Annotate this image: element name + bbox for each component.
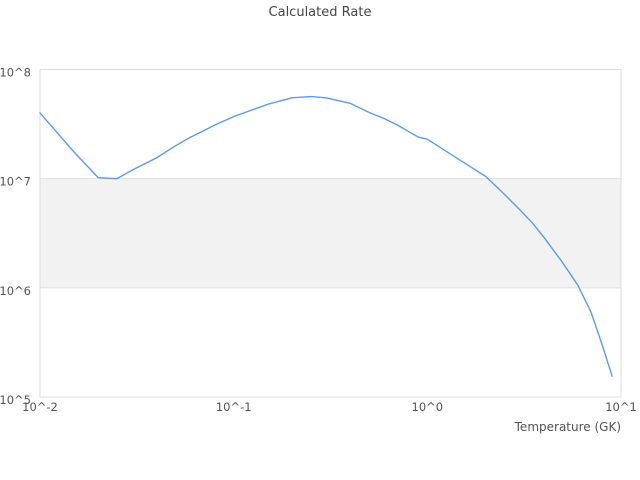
y-tick-label: 10^5 <box>0 393 31 407</box>
x-tick-label: 10^0 <box>412 400 444 414</box>
y-tick-labels: 10^5 10^6 10^7 10^8 <box>0 66 31 408</box>
chart-title: Calculated Rate <box>269 5 372 20</box>
rate-line <box>39 95 613 377</box>
y-tick-label: 10^6 <box>0 284 31 298</box>
y-tick-label: 10^8 <box>0 66 31 80</box>
x-axis-title: Temperature (GK) <box>514 420 621 434</box>
x-tick-label: 10^-1 <box>216 400 252 414</box>
plot-frame <box>39 69 622 398</box>
y-tick-label: 10^7 <box>0 175 31 189</box>
shaded-band <box>40 178 621 288</box>
x-tick-labels: 10^-2 10^-1 10^0 10^1 <box>22 400 637 414</box>
x-tick-label: 10^1 <box>605 400 637 414</box>
x-tick-label: 10^-2 <box>22 400 58 414</box>
